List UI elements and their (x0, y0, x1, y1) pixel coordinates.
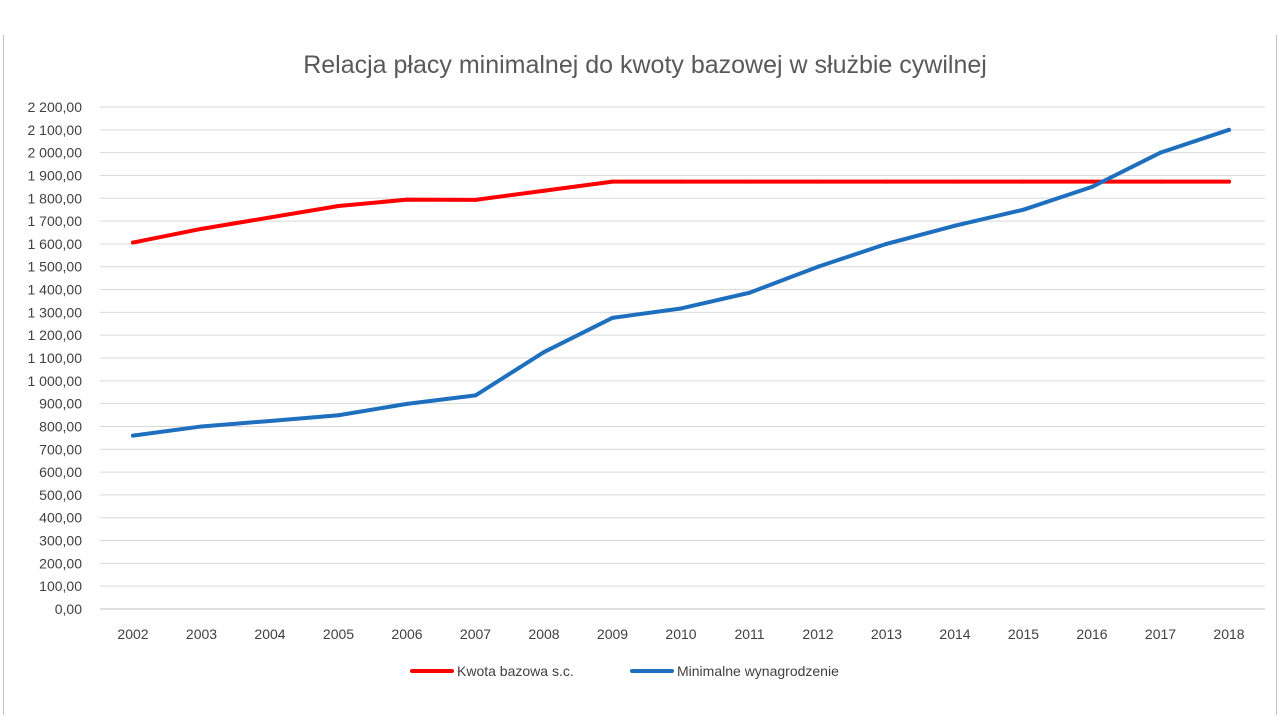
data-point-series-1 (953, 179, 957, 184)
y-tick-label: 2 200,00 (28, 99, 83, 115)
y-tick-label: 1 300,00 (28, 304, 83, 320)
y-tick-label: 400,00 (39, 510, 82, 526)
y-tick-label: 1 400,00 (28, 282, 83, 298)
data-point-series-1 (1021, 179, 1026, 184)
legend: Kwota bazowa s.c. Minimalne wynagrodzenie (410, 663, 839, 679)
y-tick-label: 800,00 (39, 418, 82, 434)
data-point-series-2 (747, 290, 752, 295)
data-point-series-2 (1090, 184, 1094, 189)
x-tick-label: 2002 (117, 626, 148, 642)
data-point-series-1 (131, 240, 135, 245)
data-point-series-1 (884, 179, 889, 184)
y-tick-label: 100,00 (39, 578, 82, 594)
data-point-series-2 (1158, 150, 1163, 155)
data-point-series-2 (679, 306, 683, 311)
frame-left-border (3, 35, 4, 715)
y-tick-label: 1 000,00 (28, 373, 83, 389)
data-point-series-2 (610, 315, 615, 320)
x-tick-label: 2014 (939, 626, 970, 642)
y-tick-label: 600,00 (39, 464, 82, 480)
x-tick-label: 2006 (391, 626, 422, 642)
data-point-series-1 (1090, 179, 1094, 184)
data-point-series-2 (199, 424, 204, 429)
x-tick-label: 2011 (734, 626, 764, 642)
y-tick-label: 2 000,00 (28, 145, 83, 161)
x-tick-label: 2004 (254, 626, 285, 642)
y-tick-label: 900,00 (39, 396, 82, 412)
x-tick-label: 2015 (1008, 626, 1039, 642)
data-point-series-1 (816, 179, 820, 184)
data-point-series-2 (816, 264, 820, 269)
x-tick-label: 2010 (665, 626, 696, 642)
data-point-series-1 (542, 188, 546, 193)
data-point-series-2 (884, 241, 889, 246)
y-tick-label: 200,00 (39, 555, 82, 571)
x-tick-label: 2009 (597, 626, 628, 642)
data-point-series-2 (268, 418, 272, 423)
x-tick-label: 2017 (1145, 626, 1176, 642)
data-point-series-1 (1227, 179, 1231, 184)
x-tick-label: 2018 (1213, 626, 1244, 642)
y-tick-label: 0,00 (55, 601, 82, 617)
y-tick-label: 700,00 (39, 441, 82, 457)
y-tick-label: 1 600,00 (28, 236, 83, 252)
chart-title: Relacja płacy minimalnej do kwoty bazowe… (303, 51, 987, 79)
data-point-series-2 (473, 393, 478, 398)
y-tick-label: 500,00 (39, 487, 82, 503)
x-tick-label: 2013 (871, 626, 902, 642)
data-point-series-1 (1158, 179, 1163, 184)
x-tick-label: 2005 (323, 626, 354, 642)
data-point-series-2 (542, 350, 546, 355)
data-point-series-1 (473, 197, 478, 202)
y-tick-label: 300,00 (39, 533, 82, 549)
y-tick-label: 2 100,00 (28, 122, 83, 138)
frame-right-border (1276, 35, 1277, 715)
data-point-series-1 (268, 215, 272, 220)
y-tick-label: 1 900,00 (28, 167, 83, 183)
x-tick-label: 2007 (460, 626, 491, 642)
x-tick-label: 2012 (802, 626, 833, 642)
data-point-series-1 (336, 204, 341, 209)
data-point-series-2 (405, 401, 409, 406)
legend-label-1: Kwota bazowa s.c. (457, 663, 574, 679)
data-point-series-2 (1227, 127, 1231, 132)
x-axis-tick-labels: 2002 2003 2004 2005 2006 2007 2008 2009 2010 2011… (117, 626, 1244, 642)
data-point-series-1 (679, 179, 683, 184)
y-tick-label: 1 700,00 (28, 213, 83, 229)
x-tick-label: 2003 (186, 626, 217, 642)
y-tick-label: 1 500,00 (28, 259, 83, 275)
y-tick-label: 1 100,00 (28, 350, 83, 366)
data-point-series-2 (131, 433, 135, 438)
series-lines (131, 127, 1231, 438)
y-axis-tick-labels: 0,00 100,00 200,00 300,00 400,00 500,00 600,00… (28, 99, 83, 617)
data-point-series-2 (336, 413, 341, 418)
y-tick-label: 1 800,00 (28, 190, 83, 206)
series-line-1 (131, 179, 1231, 245)
x-tick-label: 2016 (1076, 626, 1107, 642)
y-tick-label: 1 200,00 (28, 327, 83, 343)
data-point-series-2 (1021, 207, 1026, 212)
data-point-series-1 (747, 179, 752, 184)
data-point-series-1 (610, 179, 615, 184)
data-point-series-1 (199, 226, 204, 231)
gridlines (100, 106, 1265, 610)
data-point-series-2 (953, 223, 957, 228)
x-tick-label: 2008 (528, 626, 559, 642)
legend-label-2: Minimalne wynagrodzenie (677, 663, 839, 679)
data-point-series-1 (405, 197, 409, 202)
